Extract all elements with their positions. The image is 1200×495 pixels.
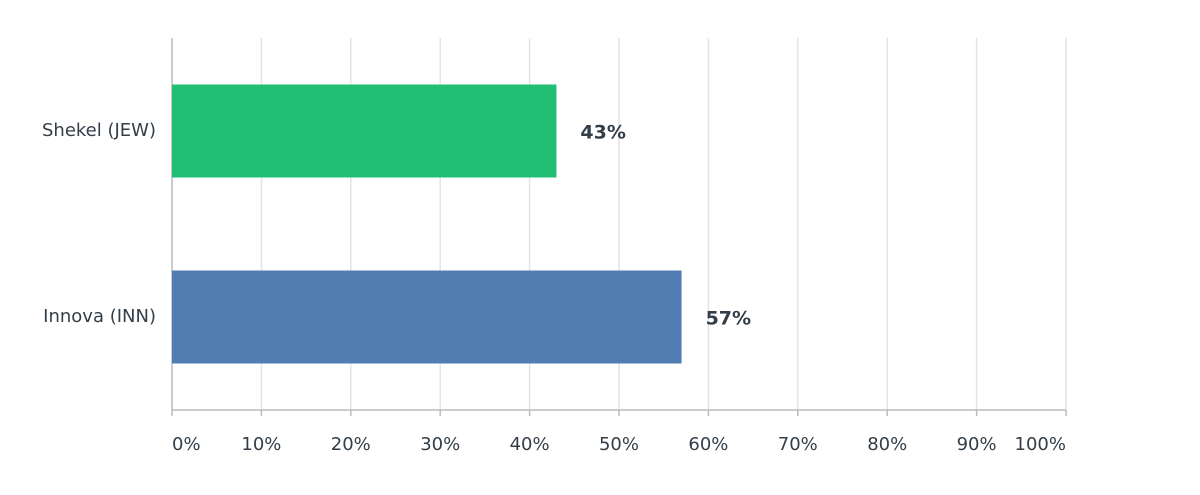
- value-label: 43%: [580, 122, 625, 144]
- bar: [172, 270, 682, 364]
- x-tick-label: 100%: [1015, 434, 1066, 455]
- x-tick-label: 0%: [172, 434, 201, 455]
- x-tick-label: 20%: [331, 434, 371, 455]
- x-tick-label: 70%: [778, 434, 818, 455]
- value-label: 57%: [706, 308, 751, 330]
- x-tick-label: 60%: [688, 434, 728, 455]
- x-tick-label: 30%: [420, 434, 460, 455]
- x-tick-label: 40%: [510, 434, 550, 455]
- x-tick-label: 10%: [241, 434, 281, 455]
- y-tick-label: Shekel (JEW): [42, 120, 156, 141]
- x-tick-label: 80%: [867, 434, 907, 455]
- bar: [172, 84, 557, 178]
- y-tick-label: Innova (INN): [43, 306, 156, 327]
- x-tick-label: 50%: [599, 434, 639, 455]
- x-tick-label: 90%: [957, 434, 997, 455]
